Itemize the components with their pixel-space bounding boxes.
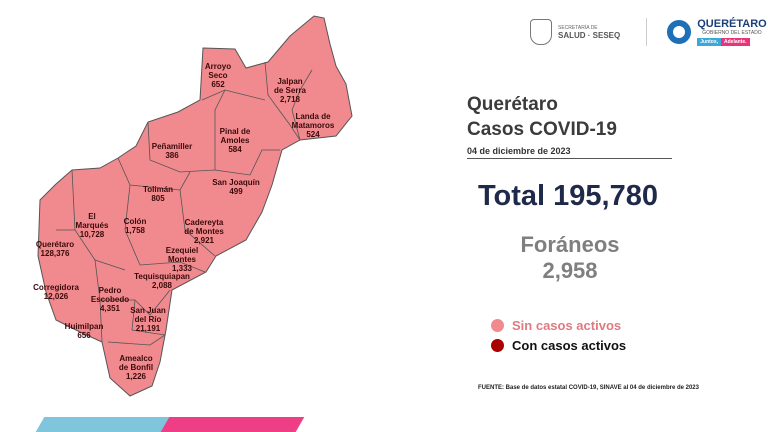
municipality-name: Jalpan: [277, 77, 303, 86]
municipality-label: San Juan del Río 21,191: [130, 306, 166, 333]
legend-dot-red: [491, 339, 504, 352]
municipality-cases: 805: [151, 194, 165, 203]
foraneos-value: 2,958: [542, 258, 598, 283]
municipality-cases: 1,758: [124, 226, 146, 235]
municipality-label: Pedro Escobedo 4,351: [91, 286, 129, 313]
municipality-cases: 652: [211, 80, 225, 89]
municipality-label: Amealco de Bonfil 1,226: [119, 354, 153, 381]
municipality-cases: 2,921: [193, 236, 215, 245]
municipality-cases: 2,718: [279, 95, 301, 104]
municipality-name: Marqués: [75, 221, 109, 230]
logo-divider: [646, 18, 648, 46]
municipality-name: Amoles: [220, 136, 250, 145]
municipality-name: Peñamiller: [151, 142, 193, 151]
state-outline: [37, 15, 353, 397]
municipality-cases: 524: [306, 130, 320, 139]
municipality-name: Landa de: [295, 112, 331, 121]
municipality-name: Pinal de: [219, 127, 251, 136]
title-line-1: Querétaro: [467, 94, 558, 115]
municipality-label: Pinal de Amoles 584: [220, 127, 251, 154]
report-date: 04 de diciembre de 2023: [467, 146, 672, 159]
municipality-name: Amealco: [119, 354, 153, 363]
secretaria-big-text: SALUD · SESEQ: [558, 30, 621, 40]
municipality-cases: 656: [77, 331, 91, 340]
municipality-name: Matamoros: [291, 121, 335, 130]
gov-name: QUERÉTARO: [697, 18, 767, 30]
municipality-cases: 128,376: [40, 249, 70, 258]
total-cases: Total 195,780: [478, 180, 659, 212]
municipality-name: Tolimán: [142, 185, 174, 194]
foraneos-block: Foráneos 2,958: [500, 232, 640, 284]
municipality-label: Jalpan de Serra 2,718: [274, 77, 306, 104]
municipality-cases: 2,088: [151, 281, 173, 290]
municipality-name: Arroyo: [204, 62, 232, 71]
municipality-cases: 10,728: [79, 230, 105, 239]
gov-tag-2: Adelante.: [721, 38, 750, 46]
municipality-name: de Montes: [184, 227, 224, 236]
municipality-label: Colón 1,758: [124, 217, 147, 235]
municipality-name: Pedro: [98, 286, 122, 295]
foraneos-label: Foráneos: [520, 232, 620, 257]
footer-stripe-pink: [160, 417, 305, 432]
source-note: FUENTE: Base de datos estatal COVID-19, …: [478, 385, 699, 391]
municipality-name: Cadereyta: [184, 218, 224, 227]
legend-dot-pink: [491, 319, 504, 332]
municipality-label: Tequisquiapan 2,088: [134, 272, 190, 290]
municipality-label: Peñamiller 386: [152, 142, 192, 160]
municipality-cases: 499: [229, 187, 243, 196]
gov-tag-1: Juntos,: [697, 38, 722, 46]
header-logos: SECRETARÍA DE SALUD · SESEQ QUERÉTARO GO…: [530, 18, 767, 46]
municipality-name: del Río: [134, 315, 162, 324]
municipality-name: Escobedo: [90, 295, 130, 304]
secretaria-small-text: SECRETARÍA DE: [558, 24, 598, 31]
municipality-cases: 386: [165, 151, 179, 160]
municipality-name: San Joaquín: [212, 178, 260, 187]
municipality-name: Corregidora: [33, 283, 79, 292]
municipality-name: de Serra: [273, 86, 307, 95]
municipality-label: Tolimán 805: [143, 185, 173, 203]
legend-label: Con casos activos: [512, 338, 627, 353]
legend-item-sin-casos: Sin casos activos: [491, 318, 621, 333]
legend-item-con-casos: Con casos activos: [491, 338, 626, 353]
municipality-cases: 584: [228, 145, 242, 154]
municipality-name: Tequisquiapan: [134, 272, 190, 281]
municipality-label: Arroyo Seco 652: [205, 62, 231, 89]
page-title: Querétaro Casos COVID-19: [467, 92, 617, 142]
municipality-cases: 1,226: [125, 372, 147, 381]
municipality-label: San Joaquín 499: [212, 178, 260, 196]
municipality-name: Colón: [123, 217, 147, 226]
municipality-name: Seco: [208, 71, 228, 80]
gov-sub: GOBIERNO DEL ESTADO: [702, 30, 762, 36]
municipality-cases: 21,191: [135, 324, 161, 333]
state-seal-icon: [530, 19, 552, 45]
municipality-name: Montes: [167, 255, 196, 264]
municipality-label: El Marqués 10,728: [76, 212, 109, 239]
municipality-name: de Bonfil: [118, 363, 154, 372]
municipality-label: Landa de Matamoros 524: [292, 112, 335, 139]
queretaro-q-logo-icon: [667, 20, 692, 44]
municipality-label: Cadereyta de Montes 2,921: [184, 218, 224, 245]
municipality-name: Ezequiel: [165, 246, 199, 255]
footer-stripe-blue: [35, 417, 175, 432]
title-line-2: Casos COVID-19: [467, 119, 617, 140]
municipality-label: Corregidora 12,026: [33, 283, 79, 301]
municipality-name: San Juan: [130, 306, 166, 315]
municipality-name: El: [88, 212, 96, 221]
municipality-cases: 4,351: [99, 304, 121, 313]
municipality-label: Huimilpan 656: [65, 322, 104, 340]
municipality-cases: 1,333: [171, 264, 193, 273]
municipality-name: Huimilpan: [64, 322, 104, 331]
municipality-cases: 12,026: [43, 292, 69, 301]
municipal-borders: [56, 61, 313, 346]
municipality-name: Querétaro: [35, 240, 75, 249]
legend-label: Sin casos activos: [512, 318, 622, 333]
municipality-label: Querétaro 128,376: [36, 240, 74, 258]
municipality-label: Ezequiel Montes 1,333: [166, 246, 198, 273]
